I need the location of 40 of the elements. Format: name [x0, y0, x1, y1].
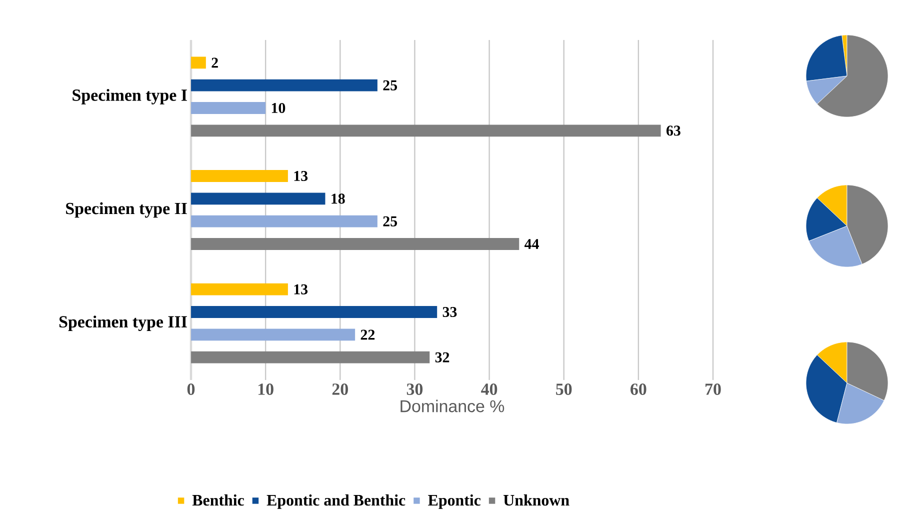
bar — [191, 306, 438, 318]
bar — [191, 283, 288, 296]
data-label: 44 — [524, 239, 539, 249]
y-tick-label: Specimen type II — [66, 202, 187, 218]
data-label: 33 — [442, 306, 457, 318]
x-tick-label: 0 — [187, 384, 195, 395]
bar — [191, 238, 520, 250]
x-tick-label: 50 — [556, 384, 572, 395]
bar — [191, 351, 430, 364]
x-tick-label: 20 — [332, 384, 348, 395]
bar — [191, 192, 326, 205]
data-label: 63 — [666, 126, 680, 136]
x-tick-label: 70 — [706, 384, 721, 395]
legend-label: Unknown — [504, 494, 570, 506]
data-label: 32 — [435, 352, 450, 362]
x-axis-title: Dominance % — [400, 400, 504, 412]
bar — [191, 170, 288, 182]
bar — [191, 56, 206, 69]
x-tick-label: 30 — [406, 384, 423, 395]
data-label: 13 — [294, 284, 308, 294]
x-tick-label: 10 — [258, 384, 274, 395]
legend-label: Benthic — [192, 494, 244, 506]
legend-label: Epontic — [428, 494, 481, 509]
data-label: 10 — [272, 102, 286, 114]
y-tick-label: Specimen type III — [59, 316, 187, 332]
data-label: 18 — [332, 194, 345, 204]
y-tick-label: Specimen type I — [72, 88, 187, 104]
bar — [191, 102, 266, 114]
data-label: 13 — [294, 170, 308, 182]
x-tick-label: 60 — [630, 384, 646, 395]
bar — [191, 215, 378, 228]
data-label: 2 — [212, 58, 218, 68]
bar — [191, 124, 661, 137]
bar — [191, 79, 378, 92]
legend-label: Epontic and Benthic — [266, 494, 406, 509]
data-label: 25 — [383, 80, 398, 90]
data-label: 22 — [360, 330, 375, 340]
bar — [191, 328, 356, 341]
x-tick-label: 40 — [481, 384, 498, 395]
data-label: 25 — [383, 216, 398, 226]
